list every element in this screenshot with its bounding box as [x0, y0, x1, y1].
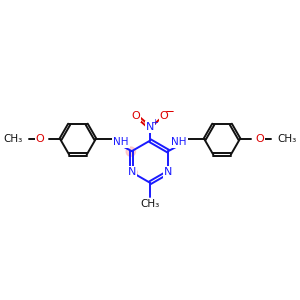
Text: O: O	[160, 111, 168, 121]
Text: +: +	[151, 118, 158, 127]
Text: N: N	[146, 122, 154, 132]
Text: CH₃: CH₃	[277, 134, 296, 145]
Text: CH₃: CH₃	[4, 134, 23, 145]
Text: N: N	[128, 167, 136, 177]
Text: O: O	[36, 134, 44, 145]
Circle shape	[126, 147, 136, 156]
Circle shape	[128, 168, 137, 177]
Text: −: −	[164, 105, 174, 118]
Text: O: O	[256, 134, 264, 145]
Text: N: N	[164, 167, 172, 177]
Text: O: O	[132, 111, 140, 121]
Text: CH₃: CH₃	[140, 199, 160, 209]
Text: NH: NH	[113, 137, 129, 147]
Text: NH: NH	[171, 137, 187, 147]
